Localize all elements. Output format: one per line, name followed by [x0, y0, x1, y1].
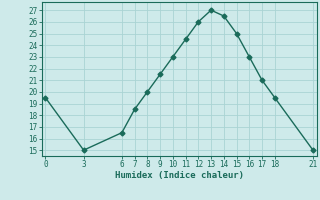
X-axis label: Humidex (Indice chaleur): Humidex (Indice chaleur) — [115, 171, 244, 180]
